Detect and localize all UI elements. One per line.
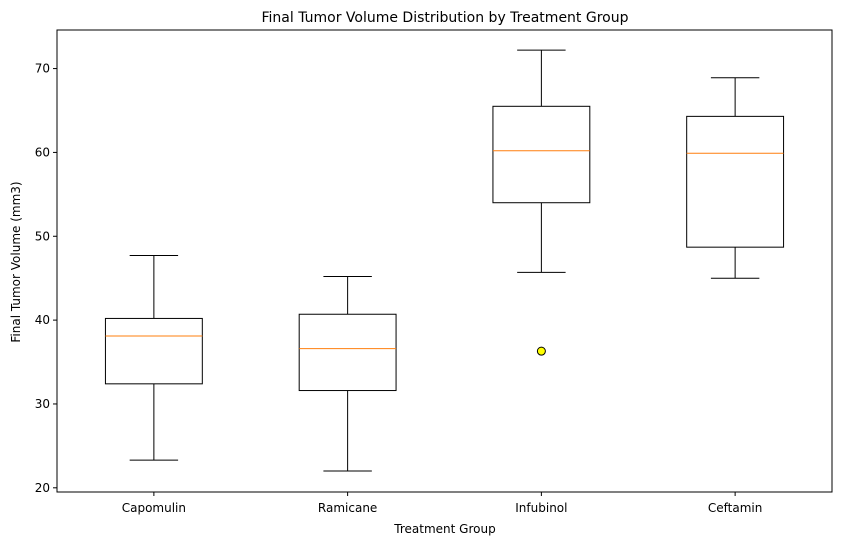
x-axis-label: Treatment Group	[393, 522, 495, 536]
x-tick-label: Ceftamin	[708, 501, 762, 515]
box	[686, 115, 785, 248]
box	[492, 105, 591, 204]
x-tick-label: Infubinol	[515, 501, 567, 515]
plot-area: 20 30 40 50 60 70 Capomulin Ramicane Infubinol Ce…	[35, 29, 833, 515]
y-tick-label: 30	[35, 397, 50, 411]
y-tick-label: 60	[35, 145, 50, 159]
y-axis-label: Final Tumor Volume (mm3)	[9, 181, 23, 342]
box	[104, 317, 203, 385]
outlier-point	[536, 346, 546, 356]
y-tick-label: 50	[35, 229, 50, 243]
x-tick-label: Capomulin	[122, 501, 186, 515]
plot-frame	[56, 29, 833, 493]
x-tick-label: Ramicane	[318, 501, 377, 515]
chart-title: Final Tumor Volume Distribution by Treat…	[261, 10, 628, 26]
box	[298, 313, 397, 392]
y-tick-label: 70	[35, 62, 50, 76]
y-tick-label: 20	[35, 481, 50, 495]
y-tick-label: 40	[35, 313, 50, 327]
